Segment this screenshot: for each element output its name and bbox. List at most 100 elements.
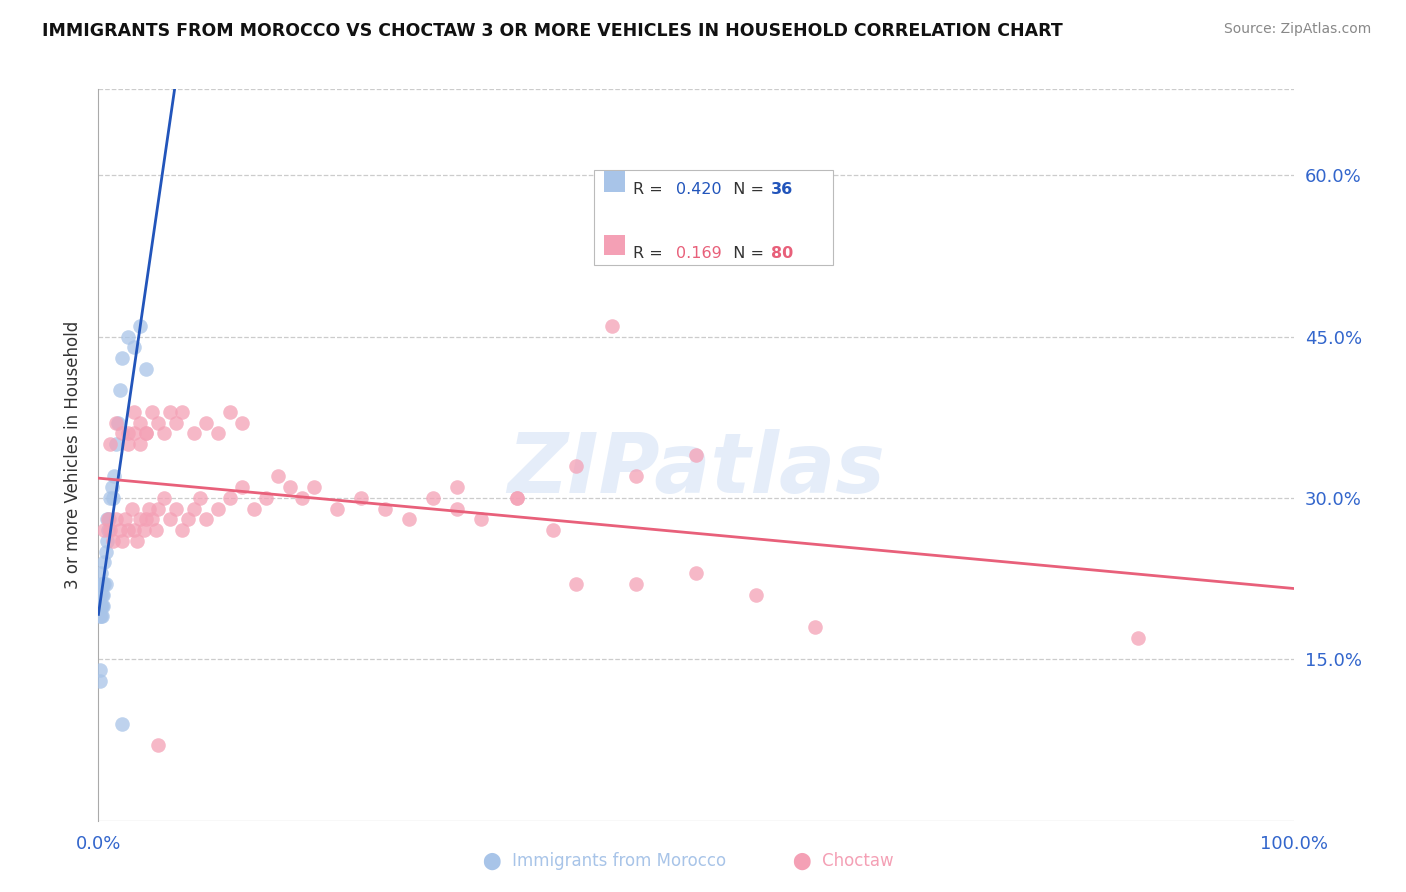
Point bbox=[350, 491, 373, 505]
Point bbox=[446, 501, 468, 516]
Point bbox=[90, 599, 112, 613]
Point bbox=[94, 545, 117, 559]
Point bbox=[745, 588, 768, 602]
Point bbox=[121, 501, 143, 516]
Text: 0.420: 0.420 bbox=[676, 182, 721, 197]
Point bbox=[124, 405, 146, 419]
Point bbox=[302, 480, 325, 494]
Point bbox=[541, 523, 564, 537]
Point bbox=[470, 512, 492, 526]
Point bbox=[129, 416, 152, 430]
Text: Source: ZipAtlas.com: Source: ZipAtlas.com bbox=[1223, 22, 1371, 37]
Point bbox=[105, 416, 128, 430]
Point bbox=[1128, 631, 1150, 645]
Point bbox=[165, 416, 187, 430]
Point bbox=[93, 577, 115, 591]
Text: R =: R = bbox=[633, 245, 668, 260]
Point bbox=[135, 426, 157, 441]
Point bbox=[231, 416, 253, 430]
Point bbox=[117, 426, 139, 441]
Point bbox=[105, 512, 128, 526]
Point bbox=[135, 512, 157, 526]
Point bbox=[125, 533, 148, 548]
Point bbox=[267, 469, 290, 483]
Point bbox=[172, 405, 194, 419]
Point bbox=[602, 318, 624, 333]
Point bbox=[129, 437, 152, 451]
Point bbox=[91, 588, 114, 602]
Y-axis label: 3 or more Vehicles in Household: 3 or more Vehicles in Household bbox=[65, 321, 83, 589]
Point bbox=[94, 577, 117, 591]
Point bbox=[111, 426, 134, 441]
Point bbox=[207, 426, 229, 441]
Point bbox=[195, 512, 218, 526]
Point bbox=[124, 340, 146, 354]
Text: 0.169: 0.169 bbox=[676, 245, 721, 260]
Point bbox=[685, 566, 707, 581]
Point bbox=[108, 384, 131, 398]
Point bbox=[145, 523, 167, 537]
Point bbox=[107, 416, 129, 430]
Point bbox=[135, 426, 157, 441]
Point bbox=[101, 491, 124, 505]
Point bbox=[105, 437, 128, 451]
Point bbox=[93, 556, 115, 570]
Text: N =: N = bbox=[724, 245, 769, 260]
Point bbox=[89, 599, 111, 613]
Point bbox=[446, 480, 468, 494]
Point bbox=[135, 362, 157, 376]
Point bbox=[278, 480, 301, 494]
Point bbox=[117, 329, 139, 343]
Point bbox=[89, 609, 111, 624]
Point bbox=[91, 609, 114, 624]
Point bbox=[398, 512, 420, 526]
Point bbox=[159, 405, 181, 419]
Point bbox=[231, 480, 253, 494]
Point bbox=[129, 512, 152, 526]
Point bbox=[195, 416, 218, 430]
Point bbox=[685, 448, 707, 462]
FancyBboxPatch shape bbox=[595, 169, 834, 265]
Point bbox=[111, 533, 134, 548]
Point bbox=[148, 501, 170, 516]
Point bbox=[804, 620, 827, 634]
Text: IMMIGRANTS FROM MOROCCO VS CHOCTAW 3 OR MORE VEHICLES IN HOUSEHOLD CORRELATION C: IMMIGRANTS FROM MOROCCO VS CHOCTAW 3 OR … bbox=[42, 22, 1063, 40]
Text: ⬤  Immigrants from Morocco: ⬤ Immigrants from Morocco bbox=[484, 852, 725, 870]
Point bbox=[141, 405, 163, 419]
Point bbox=[177, 512, 200, 526]
Text: N =: N = bbox=[724, 182, 769, 197]
Point bbox=[98, 512, 121, 526]
Point bbox=[129, 318, 152, 333]
Point bbox=[219, 405, 242, 419]
Text: R =: R = bbox=[633, 182, 668, 197]
Point bbox=[98, 437, 122, 451]
Point bbox=[111, 351, 134, 365]
Point bbox=[626, 577, 648, 591]
Point bbox=[114, 512, 136, 526]
Point bbox=[506, 491, 529, 505]
Point bbox=[96, 512, 118, 526]
Point bbox=[153, 491, 176, 505]
Point bbox=[90, 566, 112, 581]
Point bbox=[565, 577, 588, 591]
Point bbox=[96, 533, 118, 548]
Point bbox=[91, 588, 114, 602]
Point bbox=[98, 491, 122, 505]
Point bbox=[159, 512, 181, 526]
Point bbox=[243, 501, 266, 516]
Point bbox=[141, 512, 163, 526]
Point bbox=[90, 577, 112, 591]
Point bbox=[148, 416, 170, 430]
Point bbox=[165, 501, 187, 516]
Point bbox=[422, 491, 444, 505]
Point bbox=[111, 716, 134, 731]
Point bbox=[117, 523, 139, 537]
Point bbox=[89, 588, 111, 602]
Point bbox=[172, 523, 194, 537]
Point bbox=[108, 523, 131, 537]
Point bbox=[93, 523, 115, 537]
Point bbox=[97, 523, 120, 537]
Point bbox=[90, 609, 112, 624]
Point bbox=[98, 523, 122, 537]
Text: 36: 36 bbox=[772, 182, 793, 197]
